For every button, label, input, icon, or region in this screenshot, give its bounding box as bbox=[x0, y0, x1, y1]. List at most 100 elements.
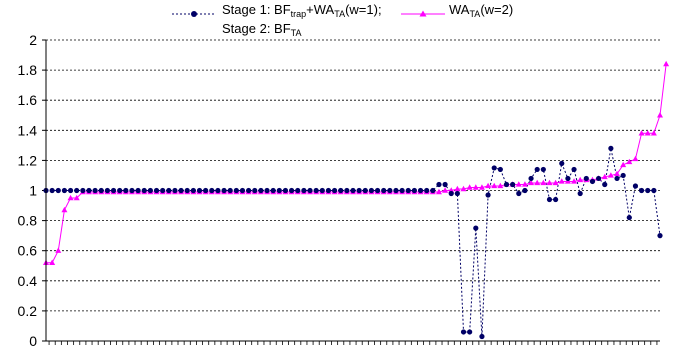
series-0-point bbox=[98, 187, 104, 194]
series-0-point bbox=[454, 190, 460, 197]
series-0-point bbox=[479, 333, 485, 340]
series-0-point bbox=[74, 187, 80, 194]
y-tick-label: 1.4 bbox=[18, 122, 38, 138]
series-0-point bbox=[117, 187, 123, 194]
series-0-point bbox=[129, 187, 135, 194]
series-0-point bbox=[344, 187, 350, 194]
y-tick-label: 0 bbox=[29, 333, 37, 347]
series-0-point bbox=[485, 192, 491, 198]
series-0-point bbox=[246, 187, 252, 194]
series-0-point bbox=[657, 233, 663, 239]
series-0-point bbox=[491, 165, 497, 171]
series-0-point bbox=[436, 181, 442, 188]
series-0-point bbox=[503, 181, 510, 188]
series-0-point bbox=[141, 187, 147, 194]
series-0-point bbox=[497, 166, 503, 173]
series-lines bbox=[46, 64, 667, 337]
y-tick-label: 0.4 bbox=[18, 273, 38, 289]
series-1-point bbox=[663, 60, 670, 67]
y-tick-label: 1.6 bbox=[18, 92, 38, 108]
series-0-point bbox=[596, 175, 602, 182]
series-0-point bbox=[442, 181, 448, 188]
series-1-point bbox=[515, 181, 522, 187]
series-0-point bbox=[559, 160, 565, 167]
series-0-point bbox=[203, 187, 209, 194]
series-0-point bbox=[295, 187, 301, 194]
series-0-point bbox=[209, 187, 215, 194]
series-0-point bbox=[147, 187, 153, 194]
series-0-point bbox=[61, 187, 68, 194]
y-tick-label: 1.2 bbox=[18, 152, 38, 168]
series-0-point bbox=[270, 187, 276, 194]
y-tick-label: 1.8 bbox=[18, 62, 38, 78]
series-0-point bbox=[651, 187, 657, 194]
series-0-point bbox=[153, 187, 160, 194]
series-0-point bbox=[227, 187, 233, 194]
series-0-point bbox=[522, 187, 528, 194]
series-0-point bbox=[166, 187, 172, 194]
series-0-point bbox=[411, 187, 417, 194]
series-1-point bbox=[55, 247, 62, 253]
series-0-point bbox=[123, 187, 129, 194]
series-1-point bbox=[626, 158, 633, 165]
series-0-point bbox=[460, 329, 467, 335]
y-tick-label: 0.6 bbox=[18, 243, 38, 259]
series-1-point bbox=[546, 179, 553, 186]
series-0-point bbox=[282, 187, 289, 194]
series-1-point bbox=[620, 161, 627, 168]
series-0-point bbox=[307, 187, 313, 194]
series-0-point bbox=[571, 166, 577, 173]
series-0-point bbox=[614, 175, 620, 182]
series-1-point bbox=[448, 187, 455, 193]
series-0-point bbox=[645, 187, 651, 194]
legend: Stage 1: BFtrap+WATA(w=1); Stage 2: BFTA… bbox=[172, 2, 513, 38]
y-tick-label: 2 bbox=[29, 32, 37, 48]
series-0-point bbox=[583, 175, 589, 182]
series-0-point bbox=[190, 187, 196, 194]
series-0-point bbox=[473, 225, 479, 231]
series-0-point bbox=[313, 187, 319, 194]
series-1-point bbox=[466, 184, 473, 190]
series-0-point bbox=[368, 187, 375, 194]
series-1-point bbox=[485, 182, 492, 189]
series-1-point bbox=[528, 179, 535, 186]
series-1-point bbox=[607, 172, 614, 178]
series-1-point bbox=[577, 176, 584, 183]
series-0-point bbox=[387, 187, 393, 194]
series-0-point bbox=[289, 187, 295, 194]
series-1-point bbox=[657, 112, 663, 118]
series-0-point bbox=[430, 187, 436, 194]
series-0-point bbox=[239, 187, 246, 194]
series-1-point bbox=[478, 184, 485, 190]
series-0-point bbox=[338, 187, 344, 194]
series-0-point bbox=[417, 187, 424, 194]
series-0-point bbox=[356, 187, 362, 194]
series-0-point bbox=[589, 178, 596, 185]
series-0-point bbox=[252, 187, 258, 194]
series-0-point bbox=[350, 187, 356, 194]
series-0-point bbox=[301, 187, 307, 194]
series-0-point bbox=[381, 187, 387, 194]
series-1-point bbox=[442, 187, 449, 193]
series-0-point bbox=[258, 187, 264, 194]
grid bbox=[46, 39, 660, 312]
series-1-point bbox=[558, 178, 565, 184]
series-0-point bbox=[393, 187, 399, 194]
series-1-point bbox=[540, 179, 547, 186]
series-1-point bbox=[61, 206, 68, 213]
series-0-point bbox=[528, 175, 534, 182]
series-1-point bbox=[614, 170, 621, 177]
series-0-point bbox=[135, 187, 141, 194]
series-0-point bbox=[448, 190, 454, 197]
series-1-point bbox=[435, 188, 442, 195]
legend-item-stage: Stage 1: BFtrap+WATA(w=1); Stage 2: BFTA bbox=[172, 2, 382, 38]
legend-label-stage-line1: Stage 1: BFtrap+WATA(w=1); bbox=[222, 2, 382, 19]
series-0-point bbox=[399, 187, 405, 194]
series-0-point bbox=[264, 187, 270, 194]
series-0-point bbox=[577, 190, 583, 197]
series-0-point bbox=[638, 187, 645, 194]
series-0-point bbox=[553, 196, 559, 203]
y-tick-label: 0.2 bbox=[18, 303, 38, 319]
series-1-point bbox=[73, 194, 80, 201]
